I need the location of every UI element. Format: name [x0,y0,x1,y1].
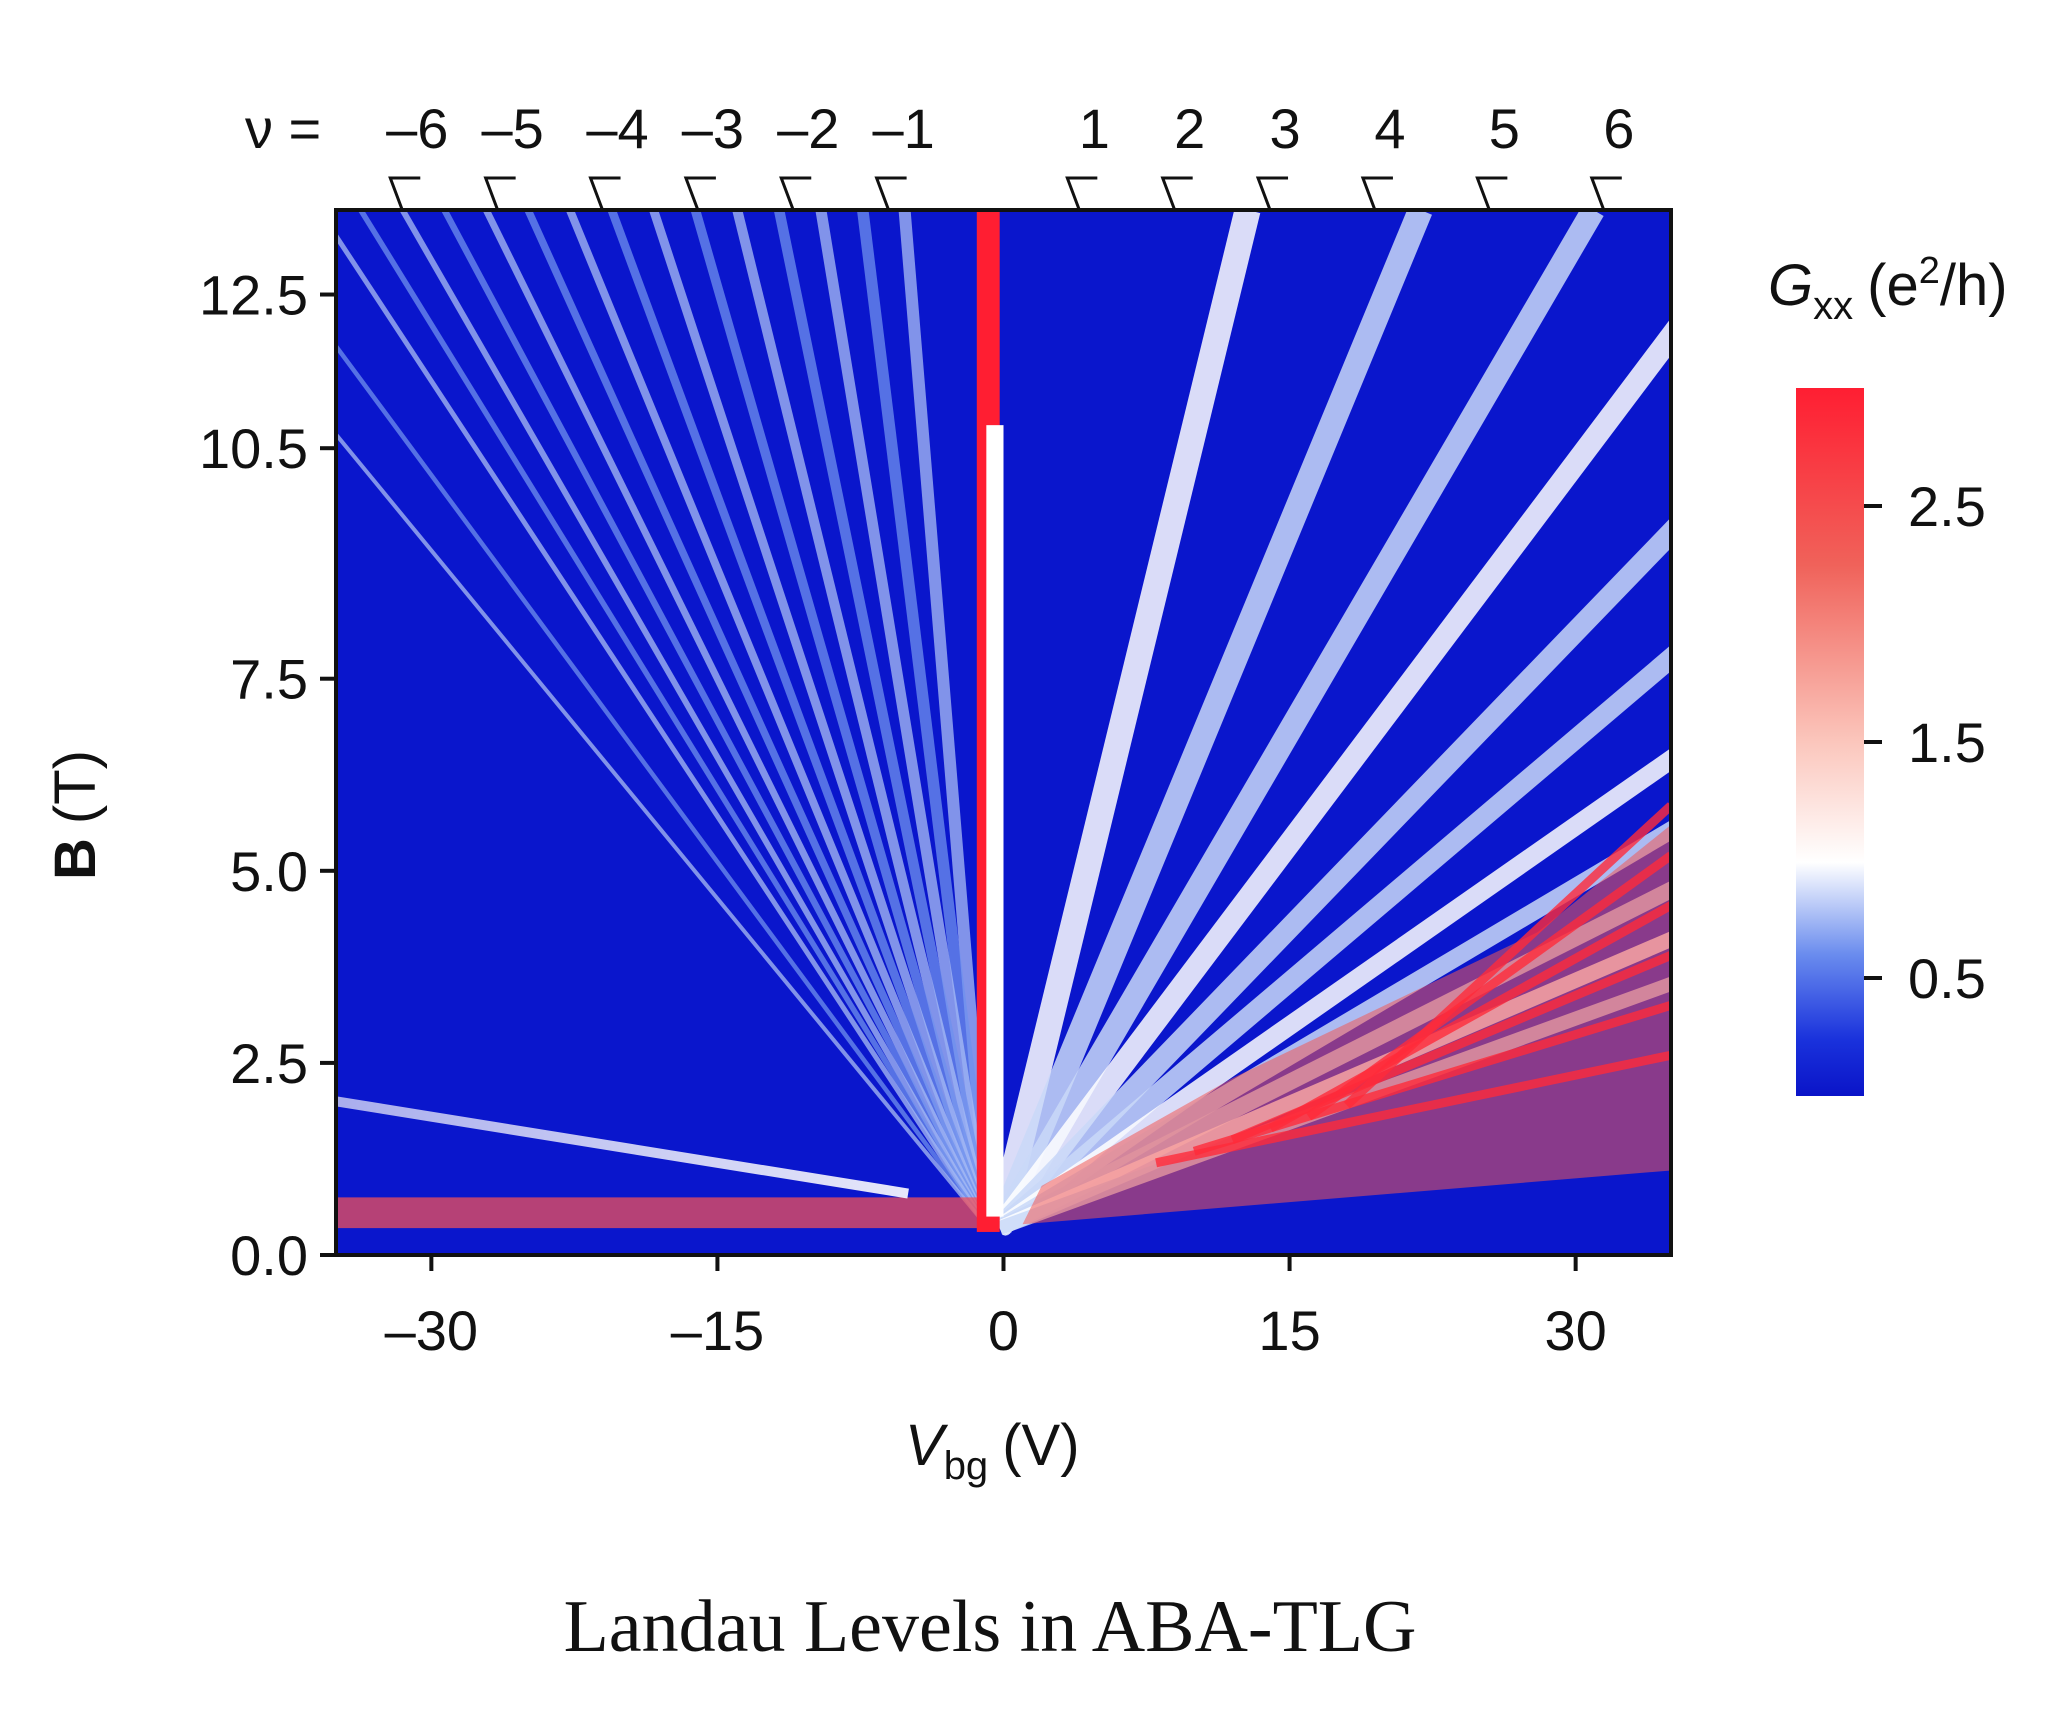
nu-label: 1 [1079,97,1110,160]
y-tick-label: 0.0 [230,1224,308,1287]
fan-line-hole [815,210,994,1229]
fan-line-hole [358,210,991,1230]
fan-line-hole [336,431,990,1230]
nu-marker [388,176,421,211]
y-tick-label: 5.0 [230,840,308,903]
nu-marker [1160,176,1193,211]
fan-line-hole [399,210,991,1230]
nu-marker [1475,176,1508,211]
colorbar-tick-label: 0.5 [1908,947,1986,1010]
nu-marker [1360,176,1393,211]
nu-marker [683,176,716,211]
red-ridge [1306,851,1671,1121]
nu-marker [483,176,516,211]
fan-line-hole [898,210,995,1229]
nu-marker [1589,176,1622,211]
nu-axis-prefix: ν = [245,97,321,160]
x-tick-label: 0 [988,1299,1019,1362]
fan-band-electron [990,318,1671,1235]
nu-label: 5 [1489,97,1520,160]
nu-label: 2 [1174,97,1205,160]
cnp-core [986,425,1004,1217]
figure-caption: Landau Levels in ABA-TLG [563,1586,1417,1668]
fan-band-electron [989,210,1604,1235]
fan-band-electron [993,644,1671,1236]
y-tick-label: 2.5 [230,1032,308,1095]
fan-line-hole [566,210,992,1230]
fan-band-electron [994,747,1671,1236]
nu-marker [874,176,907,211]
fan-line-hole [524,210,992,1230]
nu-label: –2 [777,97,839,160]
fan-line-hole [607,210,993,1230]
red-ridge [1155,1050,1671,1168]
y-axis-title: B(T) [43,750,108,880]
fan-line-hole [732,210,994,1230]
nu-label: –1 [872,97,934,160]
nu-marker [1255,176,1289,211]
fan-line-hole [441,210,992,1230]
fan-line-hole [336,342,991,1230]
fan-line-hole [336,231,991,1230]
y-tick-label: 7.5 [230,648,308,711]
axis-ticks: –30 –15 0 15 300.02.55.07.510.512.5–6 –5 –4 –3–… [199,97,1634,1362]
y-tick-label: 10.5 [199,417,308,480]
high-conductance-region [1022,824,1671,1225]
colorbar-tick-label: 1.5 [1908,711,1986,774]
colorbar-ticks: 0.5 1.5 2.5 [1864,475,1986,1010]
plot-frame [334,208,1673,1257]
nu-marker [588,176,621,211]
hole-ridge [336,1096,909,1199]
nu-label: 4 [1374,97,1405,160]
nu-label: –3 [682,97,744,160]
y-tick-label: 12.5 [199,264,308,327]
fan-line-hole [649,210,993,1230]
fan-band-electron [987,210,1261,1232]
nu-marker [1065,176,1098,211]
red-ridge [1343,802,1671,1109]
x-tick-label: –15 [671,1299,764,1362]
x-tick-label: 15 [1258,1299,1320,1362]
fan-line-hole [690,210,993,1230]
colorbar-title: Gxx (e2/h) [1768,250,2008,328]
fan-line-hole [483,210,992,1230]
heatmap-features [336,210,1671,1236]
nu-label: 6 [1603,97,1634,160]
nu-marker [779,176,812,211]
x-axis-title: Vbg (V) [905,1413,1080,1488]
fan-line-hole [857,210,994,1229]
nu-label: –4 [586,97,648,160]
nu-label: –5 [481,97,543,160]
x-tick-label: –30 [385,1299,478,1362]
fan-band-electron [992,517,1671,1236]
colorbar-tick-label: 2.5 [1908,475,1986,538]
x-tick-label: 30 [1544,1299,1606,1362]
colorbar [1796,388,1864,1096]
fan-line-hole [773,210,994,1230]
fan-band-electron [988,210,1432,1233]
nu-label: 3 [1269,97,1300,160]
nu-label: –6 [386,97,448,160]
hole-low-field-band [336,1197,985,1229]
